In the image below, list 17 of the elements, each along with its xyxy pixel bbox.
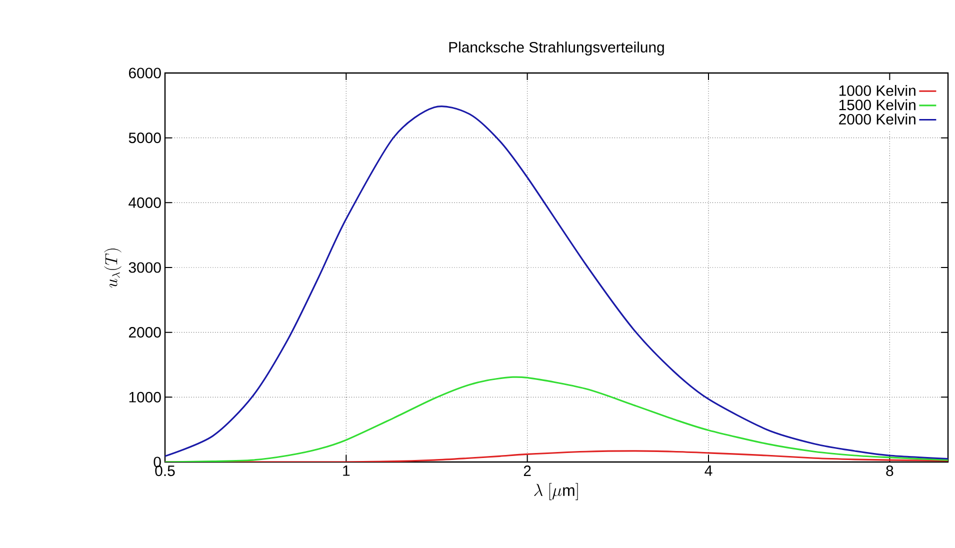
chart-title: Plancksche Strahlungsverteilung xyxy=(449,42,664,56)
legend-label: 2000 Kelvin xyxy=(839,114,916,125)
y-tick-label: 2000 xyxy=(128,327,161,338)
y-axis-title: $u_\lambda(T)$ xyxy=(104,248,122,288)
y-tick-label: 1000 xyxy=(129,392,161,402)
x-axis-title: $\lambda\ [\mu\mathrm{m}]$ xyxy=(534,482,578,500)
legend-label: 1000 Kelvin xyxy=(839,84,916,96)
y-tick-label: 4000 xyxy=(128,197,161,208)
x-tick-label: 4 xyxy=(704,466,712,476)
x-tick-label: 8 xyxy=(886,466,894,476)
y-tick-label: 6000 xyxy=(129,68,161,78)
legend-label: 1500 Kelvin xyxy=(839,99,916,110)
x-tick-label: 2 xyxy=(524,466,531,476)
y-tick-label: 5000 xyxy=(128,132,161,144)
x-tick-label: 0.5 xyxy=(155,466,175,476)
x-tick-label: 1 xyxy=(343,466,350,476)
y-tick-label: 3000 xyxy=(128,262,161,273)
